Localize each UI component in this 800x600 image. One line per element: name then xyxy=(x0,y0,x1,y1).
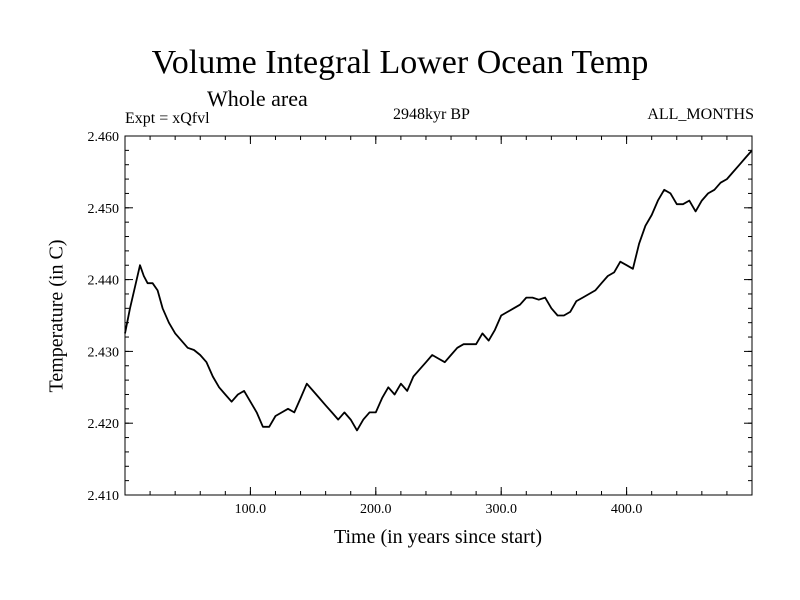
y-tick-label: 2.460 xyxy=(88,130,120,145)
x-tick-label: 100.0 xyxy=(235,502,267,517)
y-tick-label: 2.440 xyxy=(88,274,120,289)
x-tick-label: 400.0 xyxy=(611,502,643,517)
y-tick-label: 2.420 xyxy=(88,417,120,432)
y-tick-label: 2.450 xyxy=(88,202,120,217)
chart-title: Volume Integral Lower Ocean Temp xyxy=(151,44,649,81)
chart-subtitle: Whole area xyxy=(207,86,308,111)
x-axis-label: Time (in years since start) xyxy=(333,526,543,548)
plot-frame xyxy=(124,135,753,496)
series-line xyxy=(124,149,753,432)
season-label: ALL_MONTHS xyxy=(647,106,754,123)
y-tick-label: 2.430 xyxy=(88,345,120,360)
experiment-label: Expt = xQfvl xyxy=(125,110,210,127)
y-tick-label: 2.410 xyxy=(88,489,120,504)
x-tick-label: 300.0 xyxy=(485,502,517,517)
x-tick-label: 200.0 xyxy=(360,502,392,517)
period-label: 2948kyr BP xyxy=(393,106,470,123)
